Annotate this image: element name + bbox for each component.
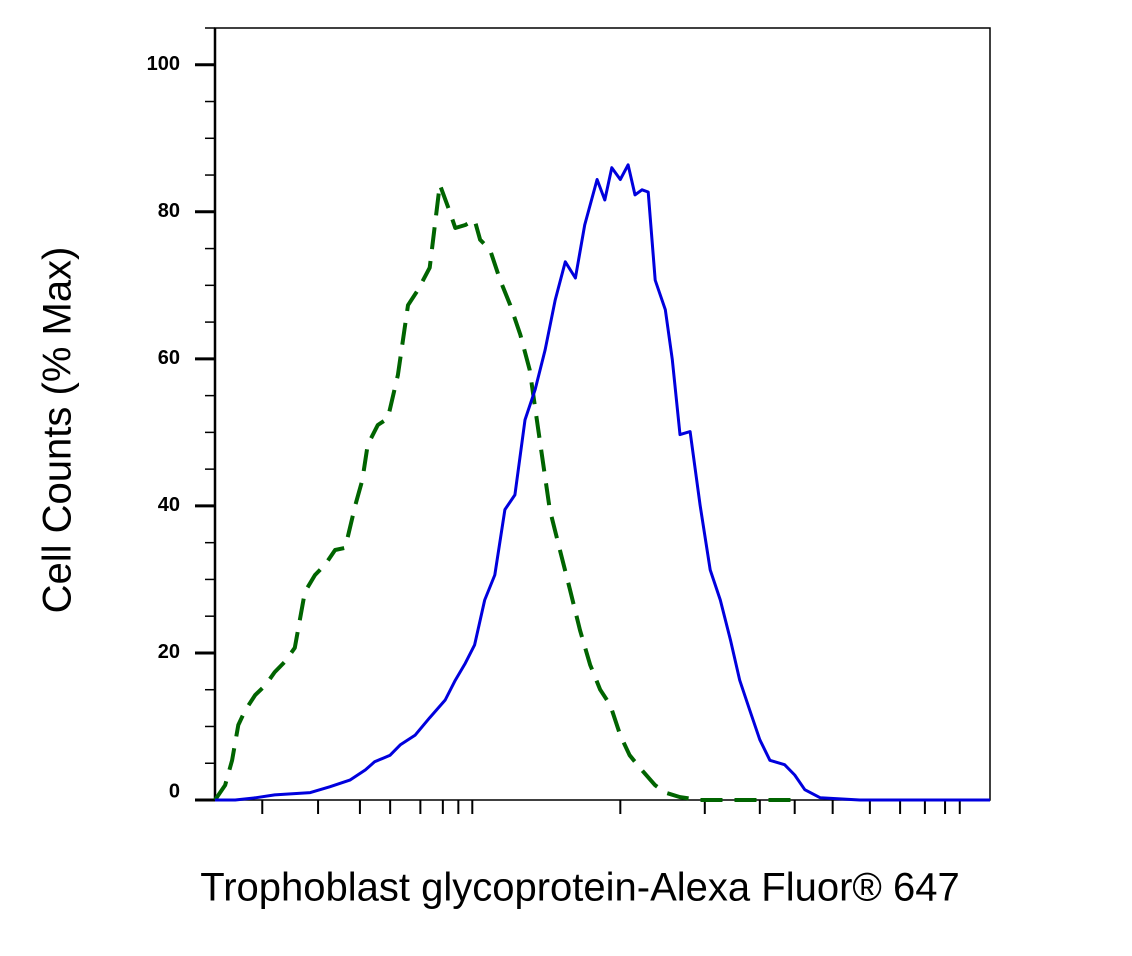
y-tick-label: 40: [158, 494, 180, 516]
solid-histogram: [215, 163, 990, 802]
y-axis-label: Cell Counts (% Max): [36, 247, 80, 614]
y-tick-label: 0: [169, 780, 180, 802]
x-axis-label: Trophoblast glycoprotein-Alexa Fluor® 64…: [200, 866, 960, 910]
dashed-histogram: [213, 182, 801, 802]
plot-frame: [214, 27, 991, 801]
y-tick-label: 60: [158, 347, 180, 369]
y-tick-label: 20: [158, 641, 180, 663]
y-tick-label: 80: [158, 200, 180, 222]
y-tick-label: 100: [147, 53, 180, 75]
